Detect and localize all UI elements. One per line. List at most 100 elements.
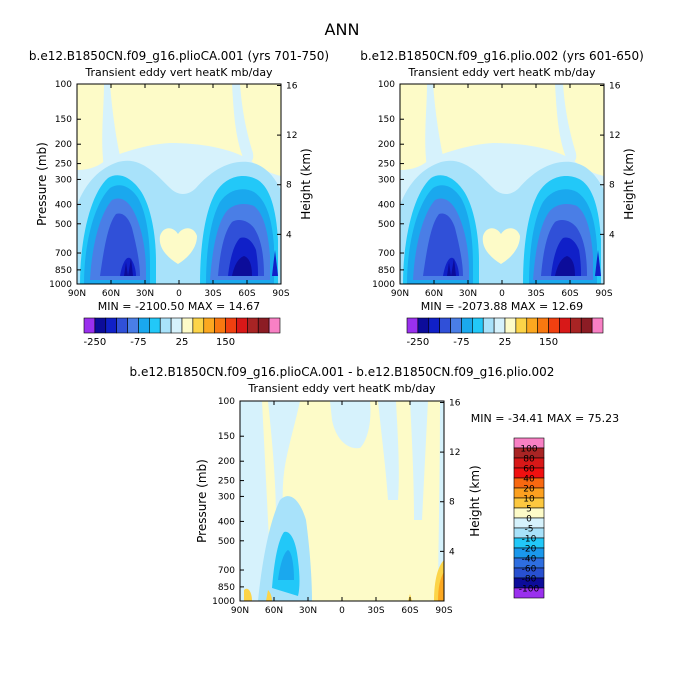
panel-a-colorbar-label: 150	[216, 337, 235, 348]
panel-a-x-tick-label: 60S	[238, 289, 255, 299]
panel-b-colorbar-box	[580, 317, 593, 334]
panel-b-colorbar-label: 25	[499, 337, 512, 348]
panel-c-colorbar-label: -60	[522, 565, 537, 575]
panel-c-y-tick-label: 300	[218, 492, 235, 502]
panel-a-y-label-right: Height (km)	[299, 148, 313, 219]
panel-a-colorbar-box	[94, 317, 107, 334]
panel-c-colorbar-label: 20	[523, 485, 535, 495]
panel-a-x-tick-label: 30N	[136, 289, 154, 299]
panel-b-colorbar-box	[439, 317, 451, 334]
panel-c-field	[240, 401, 444, 601]
panel-b-x-tick-label: 90N	[391, 289, 409, 299]
panel-a-y-tick-label: 250	[55, 160, 72, 170]
panel-b-x-tick-label: 60N	[425, 289, 443, 299]
panel-c-y-right-tick-label: 8	[449, 498, 455, 508]
panel-a-y-right-tick-label: 12	[286, 131, 297, 141]
panel-c-y-right-tick-label: 12	[449, 448, 460, 458]
panel-b-y-right-tick-label: 4	[609, 230, 615, 240]
panel-c-y-tick-label: 400	[218, 517, 235, 527]
panel-b-field	[400, 84, 604, 284]
panel-b-y-tick-label: 700	[378, 249, 395, 259]
panel-b-colorbar-box	[417, 317, 430, 334]
panel-c-x-tick-label: 60N	[265, 606, 283, 616]
panel-a-colorbar-box	[83, 317, 96, 334]
panel-a-colorbar-label: -75	[130, 337, 146, 348]
page-title: ANN	[325, 20, 360, 39]
panel-a-y-tick-label: 700	[55, 249, 72, 259]
panel-a-colorbar-label: 25	[176, 337, 189, 348]
panel-a-x-tick-label: 0	[176, 289, 182, 299]
panel-a-colorbar-box	[236, 317, 248, 334]
panel-c-y-tick-label: 1000	[212, 597, 235, 607]
panel-a-y-right-tick-label: 16	[286, 81, 298, 91]
panel-c-colorbar-label: -40	[522, 555, 537, 565]
panel-a-y-tick-label: 150	[55, 115, 72, 125]
panel-c-x-tick-label: 30S	[367, 606, 384, 616]
panel-c-colorbar-label: -10	[522, 535, 537, 545]
panel-a-x-tick-label: 90S	[272, 289, 289, 299]
panel-c: b.e12.B1850CN.f09_g16.plioCA.001 - b.e12…	[130, 365, 620, 616]
panel-c-x-tick-label: 60S	[401, 606, 418, 616]
panel-c-colorbar-box	[513, 587, 545, 599]
panel-c-colorbar-label: -20	[522, 545, 537, 555]
panel-a-colorbar-box	[181, 317, 194, 334]
panel-a-title: b.e12.B1850CN.f09_g16.plioCA.001 (yrs 70…	[29, 49, 329, 63]
panel-c-y-tick-label: 100	[218, 397, 235, 407]
panel-c-colorbar-label: 40	[523, 475, 535, 485]
panel-c-colorbar-label: 60	[523, 465, 535, 475]
panel-c-y-right-tick-label: 4	[449, 547, 455, 557]
panel-b-y-tick-label: 250	[378, 160, 395, 170]
panel-a-colorbar: -250 -75 25 150	[83, 317, 281, 348]
panel-a-colorbar-box	[192, 317, 205, 334]
panel-c-axes: 90N 60N 30N 0 30S 60S 90S 100 150 200 250 300 400 500…	[212, 397, 461, 616]
panel-b-colorbar-box	[504, 317, 517, 334]
panel-a-colorbar-box	[159, 317, 172, 334]
panel-b: b.e12.B1850CN.f09_g16.plio.002 (yrs 601-…	[360, 49, 644, 348]
panel-c-x-tick-label: 0	[339, 606, 345, 616]
panel-b-y-tick-label: 200	[378, 140, 395, 150]
panel-a-y-tick-label: 1000	[49, 280, 72, 290]
panel-b-y-tick-label: 850	[378, 266, 395, 276]
panel-c-subtitle: Transient eddy vert heatK mb/day	[247, 382, 436, 395]
panel-a-stats: MIN = -2100.50 MAX = 14.67	[98, 300, 260, 313]
panel-c-title: b.e12.B1850CN.f09_g16.plioCA.001 - b.e12…	[130, 365, 555, 379]
panel-b-y-right-tick-label: 12	[609, 131, 620, 141]
panel-a-colorbar-box	[127, 317, 139, 334]
panel-b-colorbar-box	[559, 317, 571, 334]
panel-c-y-tick-label: 500	[218, 537, 235, 547]
panel-a-colorbar-box	[105, 317, 117, 334]
panel-a-y-tick-label: 200	[55, 140, 72, 150]
panel-b-stats: MIN = -2073.88 MAX = 12.69	[421, 300, 583, 313]
panel-b-colorbar-label: -250	[407, 337, 430, 348]
panel-b-subtitle: Transient eddy vert heatK mb/day	[407, 66, 596, 79]
panel-a-colorbar-box	[214, 317, 226, 334]
panel-a: b.e12.B1850CN.f09_g16.plioCA.001 (yrs 70…	[29, 49, 329, 348]
panel-b-x-tick-label: 30N	[459, 289, 477, 299]
panel-b-colorbar: -250 -75 25 150	[407, 317, 604, 348]
panel-b-colorbar-box	[591, 317, 604, 334]
panel-c-y-label-right: Height (km)	[468, 465, 482, 536]
panel-c-stats: MIN = -34.41 MAX = 75.23	[471, 412, 619, 425]
panel-c-y-tick-label: 850	[218, 583, 235, 593]
panel-b-colorbar-box	[548, 317, 560, 334]
panel-b-x-tick-label: 60S	[561, 289, 578, 299]
panel-c-colorbar-label: 80	[523, 455, 535, 465]
panel-b-colorbar-box	[450, 317, 462, 334]
panel-b-colorbar-box	[493, 317, 506, 334]
panel-c-colorbar-label: 5	[526, 505, 532, 515]
panel-c-x-tick-label: 90S	[435, 606, 452, 616]
panel-a-colorbar-label: -250	[84, 337, 107, 348]
panel-b-colorbar-box	[482, 317, 495, 334]
panel-a-y-tick-label: 850	[55, 266, 72, 276]
panel-a-x-tick-label: 30S	[204, 289, 221, 299]
panel-c-y-tick-label: 200	[218, 457, 235, 467]
panel-a-x-tick-label: 90N	[68, 289, 86, 299]
panel-a-y-label: Pressure (mb)	[35, 142, 49, 226]
panel-c-colorbar-label: -5	[525, 525, 534, 535]
panel-b-y-right-tick-label: 16	[609, 81, 621, 91]
panel-c-y-right-tick-label: 16	[449, 398, 461, 408]
panel-b-axes: 90N 60N 30N 0 30S 60S 90S 100 150 200 250 300 400 500…	[372, 80, 621, 299]
panel-a-field	[77, 84, 281, 284]
